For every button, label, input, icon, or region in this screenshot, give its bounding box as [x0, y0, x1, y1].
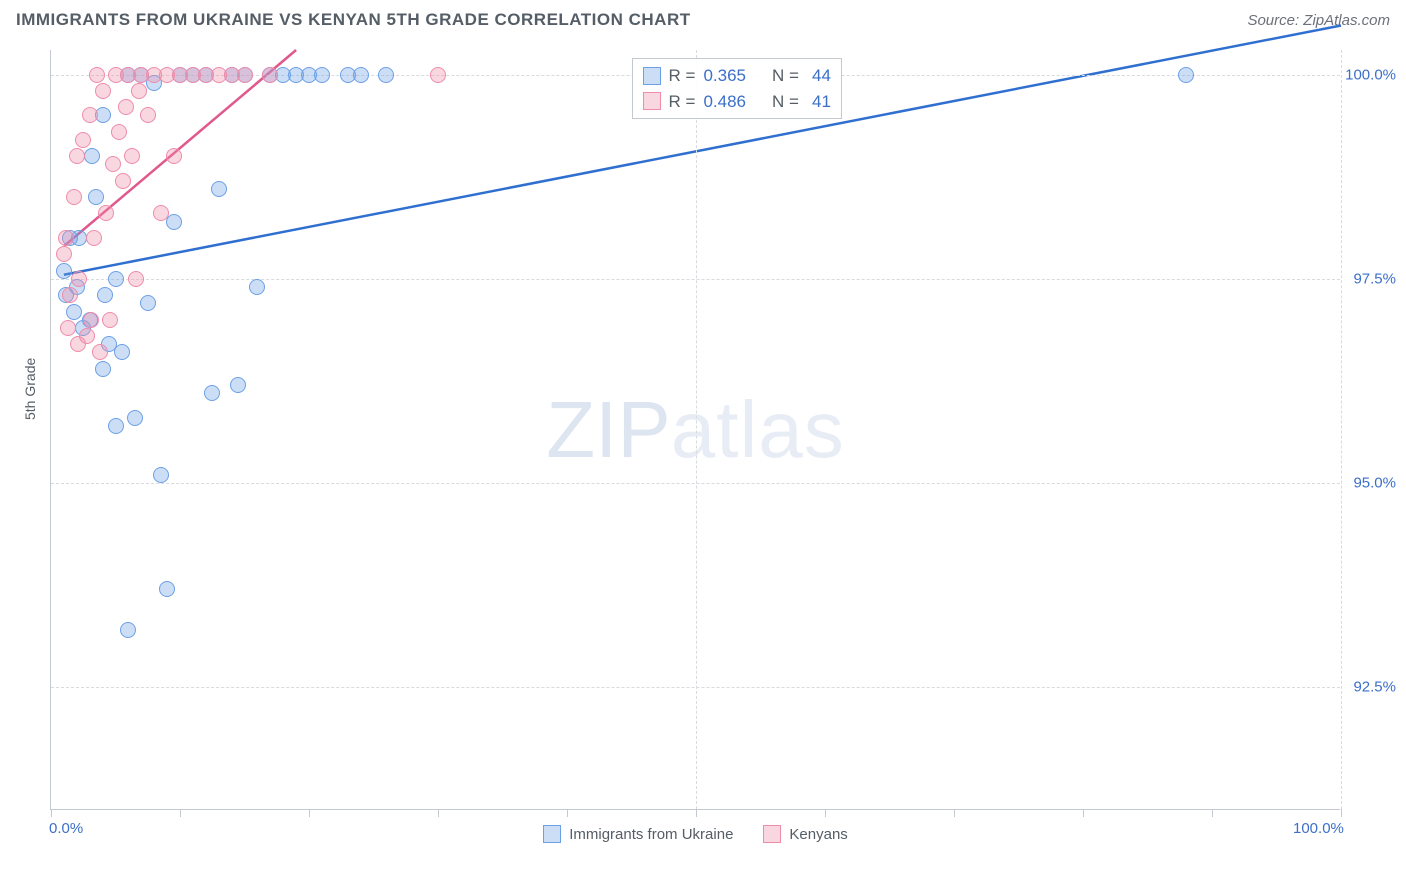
data-point — [66, 304, 82, 320]
gridline-v — [696, 50, 697, 809]
data-point — [204, 385, 220, 401]
legend-swatch — [643, 92, 661, 110]
data-point — [75, 132, 91, 148]
chart-source: Source: ZipAtlas.com — [1247, 12, 1390, 29]
chart-wrap: 5th Grade ZIPatlas R =0.365N =44R =0.486… — [40, 50, 1390, 840]
n-label: N = — [772, 63, 799, 89]
data-point — [153, 205, 169, 221]
data-point — [69, 148, 85, 164]
data-point — [60, 320, 76, 336]
x-tick — [1341, 809, 1342, 817]
x-tick — [180, 809, 181, 817]
legend-stat-row: R = 0.365 N = 44 — [643, 63, 831, 89]
n-value: 44 — [807, 63, 831, 89]
data-point — [62, 287, 78, 303]
chart-header: IMMIGRANTS FROM UKRAINE VS KENYAN 5TH GR… — [0, 0, 1406, 38]
data-point — [249, 279, 265, 295]
data-point — [56, 263, 72, 279]
y-axis-label: 5th Grade — [22, 358, 38, 420]
data-point — [84, 148, 100, 164]
data-point — [70, 336, 86, 352]
data-point — [237, 67, 253, 83]
data-point — [111, 124, 127, 140]
r-value: 0.486 — [703, 89, 746, 115]
data-point — [88, 189, 104, 205]
data-point — [105, 156, 121, 172]
chart-title: IMMIGRANTS FROM UKRAINE VS KENYAN 5TH GR… — [16, 10, 691, 30]
x-tick — [696, 809, 697, 817]
data-point — [114, 344, 130, 360]
data-point — [102, 312, 118, 328]
data-point — [430, 67, 446, 83]
data-point — [58, 230, 74, 246]
data-point — [83, 312, 99, 328]
legend-bottom: Immigrants from Ukraine Kenyans — [51, 825, 1340, 843]
x-tick — [567, 809, 568, 817]
data-point — [378, 67, 394, 83]
watermark-bold: ZIP — [546, 385, 670, 474]
data-point — [115, 173, 131, 189]
data-point — [66, 189, 82, 205]
data-point — [86, 230, 102, 246]
n-value: 41 — [807, 89, 831, 115]
x-tick — [51, 809, 52, 817]
legend-item: Kenyans — [763, 825, 847, 843]
x-tick — [438, 809, 439, 817]
data-point — [1178, 67, 1194, 83]
x-tick — [825, 809, 826, 817]
data-point — [120, 622, 136, 638]
data-point — [153, 467, 169, 483]
data-point — [314, 67, 330, 83]
data-point — [71, 271, 87, 287]
x-tick — [1083, 809, 1084, 817]
r-label: R = — [669, 63, 696, 89]
y-tick-label: 92.5% — [1344, 679, 1396, 696]
data-point — [108, 271, 124, 287]
n-label: N = — [772, 89, 799, 115]
data-point — [89, 67, 105, 83]
data-point — [108, 418, 124, 434]
x-tick — [309, 809, 310, 817]
data-point — [131, 83, 147, 99]
data-point — [140, 107, 156, 123]
legend-label: Immigrants from Ukraine — [569, 826, 733, 843]
legend-item: Immigrants from Ukraine — [543, 825, 733, 843]
x-tick — [1212, 809, 1213, 817]
x-tick-label: 100.0% — [1293, 820, 1344, 837]
data-point — [159, 581, 175, 597]
y-tick-label: 97.5% — [1344, 270, 1396, 287]
legend-stats: R = 0.365 N = 44 R = 0.486 N = 41 — [632, 58, 842, 119]
data-point — [118, 99, 134, 115]
data-point — [98, 205, 114, 221]
plot-area: ZIPatlas R =0.365N =44R =0.486N =41 Immi… — [50, 50, 1340, 810]
data-point — [127, 410, 143, 426]
legend-swatch — [643, 67, 661, 85]
data-point — [166, 148, 182, 164]
legend-label: Kenyans — [789, 826, 847, 843]
data-point — [95, 361, 111, 377]
data-point — [82, 107, 98, 123]
data-point — [97, 287, 113, 303]
data-point — [262, 67, 278, 83]
gridline-v — [1341, 50, 1342, 809]
x-tick — [954, 809, 955, 817]
data-point — [353, 67, 369, 83]
y-tick-label: 100.0% — [1344, 66, 1396, 83]
data-point — [211, 181, 227, 197]
y-tick-label: 95.0% — [1344, 475, 1396, 492]
legend-swatch — [763, 825, 781, 843]
data-point — [124, 148, 140, 164]
legend-stat-row: R = 0.486 N = 41 — [643, 89, 831, 115]
data-point — [95, 83, 111, 99]
r-label: R = — [669, 89, 696, 115]
data-point — [56, 246, 72, 262]
legend-swatch — [543, 825, 561, 843]
r-value: 0.365 — [703, 63, 746, 89]
x-tick-label: 0.0% — [49, 820, 83, 837]
data-point — [128, 271, 144, 287]
data-point — [230, 377, 246, 393]
data-point — [140, 295, 156, 311]
data-point — [92, 344, 108, 360]
